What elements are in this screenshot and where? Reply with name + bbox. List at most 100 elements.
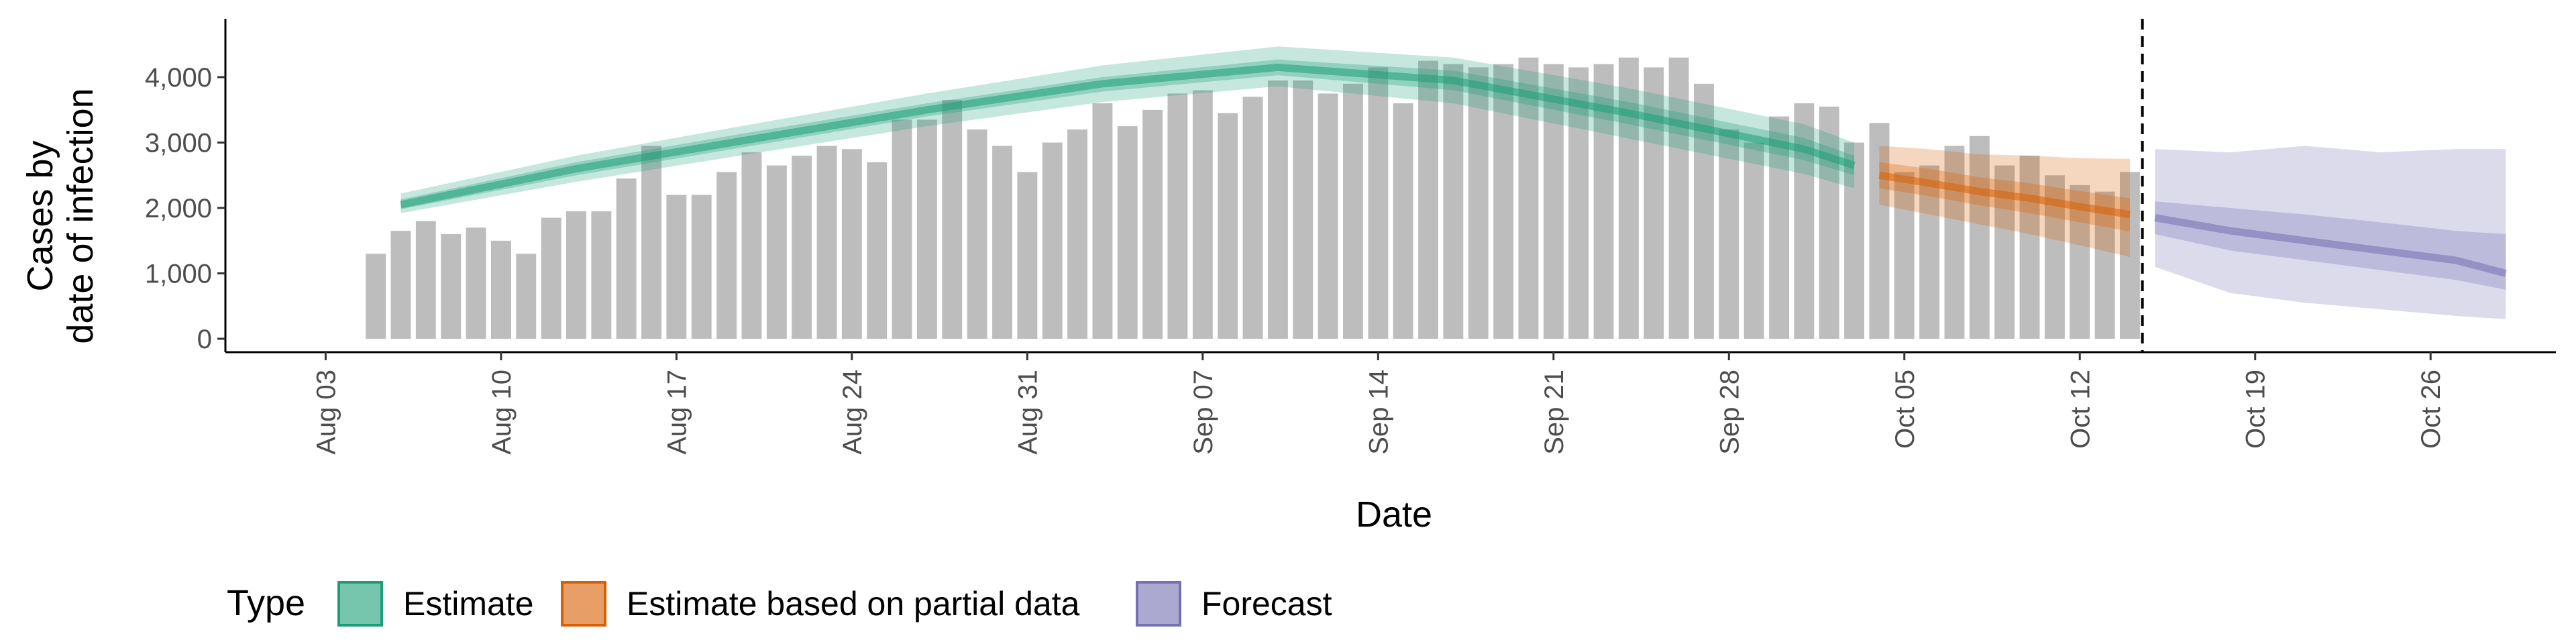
case-bar (766, 165, 787, 339)
case-bar (992, 146, 1012, 339)
case-bar (1192, 90, 1213, 339)
case-bar (1293, 80, 1313, 339)
case-bar (1543, 64, 1564, 339)
y-tick-label: 1,000 (145, 260, 212, 289)
case-bar (415, 221, 436, 339)
case-bar (716, 172, 737, 339)
case-bar (1894, 172, 1915, 339)
case-bar (841, 149, 862, 339)
case-bar (691, 195, 712, 339)
case-bar (917, 119, 937, 339)
case-bar (967, 129, 987, 339)
y-tick-label: 0 (197, 325, 212, 354)
legend-swatch (1136, 581, 1181, 627)
case-bar (1368, 67, 1389, 339)
estimate-median-line (400, 63, 1856, 209)
case-bar (1042, 142, 1063, 339)
case-bar (466, 227, 486, 339)
case-bar (566, 211, 586, 339)
case-bar (1067, 129, 1087, 339)
legend-swatch (561, 581, 606, 627)
case-bar (516, 254, 537, 339)
case-bar (1443, 64, 1464, 339)
legend-title: Type (227, 583, 305, 623)
case-bar (1092, 103, 1113, 339)
x-tick-label: Oct 19 (2241, 370, 2271, 449)
case-bar (1618, 57, 1639, 339)
case-bar (591, 211, 612, 339)
y-tick-label: 3,000 (145, 129, 212, 158)
x-tick-label: Aug 17 (662, 370, 692, 455)
x-tick-label: Sep 21 (1540, 370, 1569, 455)
x-tick-label: Sep 28 (1715, 370, 1744, 455)
case-bar (1944, 146, 1965, 339)
case-bar (1167, 93, 1188, 339)
case-bar (867, 162, 888, 339)
case-bar (2094, 191, 2115, 339)
case-bar (666, 195, 687, 339)
case-bar (1393, 103, 1413, 339)
case-bar (1242, 97, 1263, 339)
x-tick-label: Oct 05 (1890, 370, 1920, 449)
forecast-median-line (2154, 214, 2507, 277)
case-bar (942, 100, 963, 339)
x-tick-label: Oct 12 (2065, 370, 2095, 449)
case-bar (741, 152, 762, 339)
case-bar (1142, 109, 1163, 339)
legend: Type Estimate Estimate based on partial d… (227, 581, 1332, 627)
case-bar (1844, 142, 1864, 339)
case-bar (1568, 67, 1589, 339)
x-tick-label: Oct 26 (2416, 370, 2446, 449)
case-bar (1719, 129, 1739, 339)
case-bar (1418, 60, 1438, 339)
x-tick-label: Sep 14 (1364, 370, 1393, 455)
x-tick-label: Aug 24 (838, 370, 867, 455)
case-bar (390, 231, 411, 339)
y-tick-label: 2,000 (145, 194, 212, 223)
legend-swatch (337, 581, 383, 627)
legend-label: Forecast (1201, 585, 1332, 623)
case-bar (1794, 103, 1815, 339)
case-bar (1318, 93, 1338, 339)
case-bar (1819, 106, 1839, 339)
case-bar (1218, 113, 1238, 339)
case-bar (366, 254, 386, 339)
x-tick-label: Sep 07 (1189, 370, 1218, 455)
y-axis: 0 1,000 2,000 3,000 4,000 (145, 19, 227, 354)
y-axis-title-line-1: Cases by (20, 140, 60, 291)
case-bar (816, 146, 837, 339)
plot-area (366, 19, 2507, 352)
x-tick-label: Aug 03 (311, 370, 341, 455)
x-axis-title: Date (1356, 494, 1432, 535)
case-bar (1919, 165, 1940, 339)
case-bar (1518, 57, 1539, 339)
estimate-inner-band (400, 59, 1855, 209)
case-bar (1343, 83, 1363, 339)
estimate-based-on-partial-data-median-line (1878, 171, 2131, 219)
case-bar (1268, 80, 1288, 339)
legend-label: Estimate based on partial data (627, 585, 1080, 623)
case-bar (1668, 57, 1689, 339)
case-bar (641, 146, 661, 339)
case-bar (1644, 67, 1664, 339)
legend-label: Estimate (403, 585, 534, 623)
case-bar (1493, 64, 1514, 339)
case-bar (1468, 67, 1489, 339)
case-bar (1743, 142, 1764, 339)
estimate-based-on-partial-data-outer-band (1879, 146, 2130, 258)
x-tick-label: Aug 31 (1013, 370, 1042, 455)
case-bar (1117, 126, 1138, 339)
case-bar (441, 234, 462, 339)
case-bar (892, 119, 912, 339)
case-bar (792, 156, 812, 339)
case-bar (541, 217, 561, 339)
case-bar (2019, 156, 2040, 339)
case-bar (1869, 123, 1890, 339)
case-bar (1017, 172, 1038, 339)
forecast-outer-band (2155, 146, 2506, 319)
case-bar (491, 240, 511, 339)
case-bar (1969, 136, 1990, 339)
case-bar (2120, 172, 2140, 339)
y-axis-title-line-2: date of infection (60, 88, 101, 343)
